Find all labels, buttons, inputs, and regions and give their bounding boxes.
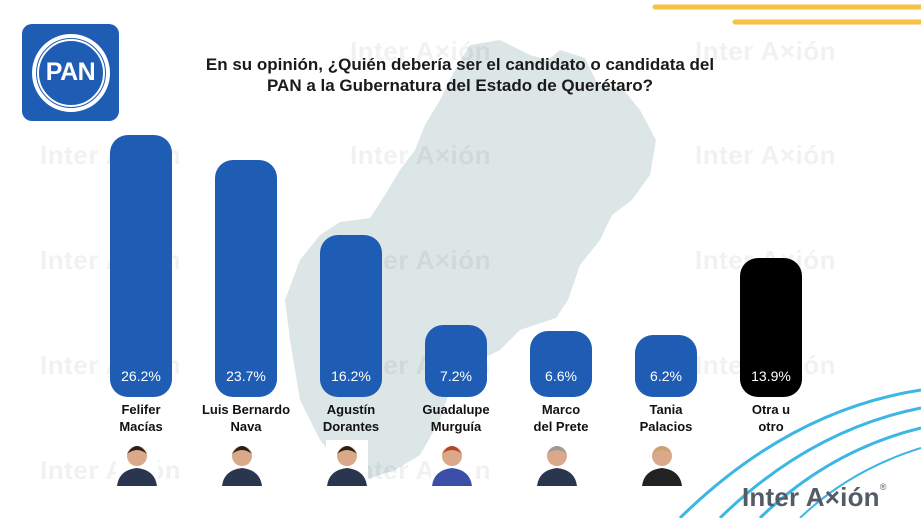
chart-title: En su opinión, ¿Quién debería ser el can… xyxy=(160,54,760,96)
bar-group: 6.6% Marco del Prete xyxy=(530,331,592,486)
bar-value-label: 13.9% xyxy=(751,368,791,384)
category-label: del Prete xyxy=(534,419,589,434)
bar xyxy=(320,235,382,397)
bar xyxy=(110,135,172,397)
watermark: Inter A×ión xyxy=(350,36,492,66)
bar xyxy=(425,325,487,397)
pan-logo-text: PAN xyxy=(36,38,105,107)
candidate-photo xyxy=(641,440,683,486)
category-label: Macías xyxy=(119,419,162,434)
bar-group: 6.2% Tania Palacios xyxy=(635,335,697,486)
bar-value-label: 6.2% xyxy=(650,368,682,384)
category-label: Guadalupe xyxy=(422,402,489,417)
bar-value-label: 16.2% xyxy=(331,368,371,384)
candidate-photo xyxy=(536,440,578,486)
candidate-photo xyxy=(221,440,263,486)
category-label: Nava xyxy=(230,419,262,434)
bar xyxy=(215,160,277,397)
pan-logo-outer-ring: PAN xyxy=(31,33,110,112)
bar-value-label: 23.7% xyxy=(226,368,266,384)
bar-group: 7.2% Guadalupe Murguía xyxy=(422,325,490,486)
watermark: Inter A×ión xyxy=(695,140,837,170)
category-label: Luis Bernardo xyxy=(202,402,290,417)
pan-party-logo: PAN xyxy=(22,24,119,121)
bar-group: 16.2% Agustín Dorantes xyxy=(320,235,382,486)
category-label: Palacios xyxy=(640,419,693,434)
bar xyxy=(530,331,592,397)
category-label: Murguía xyxy=(431,419,482,434)
category-label: Tania xyxy=(650,402,684,417)
bar xyxy=(635,335,697,397)
bar-group: 26.2% Felifer Macías xyxy=(110,135,172,486)
category-label: Otra u xyxy=(752,402,790,417)
category-label: Felifer xyxy=(121,402,160,417)
candidate-photo xyxy=(116,440,158,486)
bar-value-label: 6.6% xyxy=(545,368,577,384)
watermark: Inter A×ión xyxy=(695,36,837,66)
bar-group: 23.7% Luis Bernardo Nava xyxy=(202,160,290,486)
chart-title-line-2: PAN a la Gubernatura del Estado de Queré… xyxy=(266,76,654,95)
bar-value-label: 26.2% xyxy=(121,368,161,384)
category-label: Marco xyxy=(542,402,580,417)
watermark: Inter A×ión xyxy=(350,140,492,170)
interaxion-brand-logo: Inter A×ión® xyxy=(742,482,887,513)
bar-group: 13.9% Otra u otro xyxy=(740,258,802,434)
bar-value-label: 7.2% xyxy=(440,368,472,384)
chart-title-line-1: En su opinión, ¿Quién debería ser el can… xyxy=(205,55,715,74)
brand-name: Inter A×ión xyxy=(742,482,880,512)
candidate-photo xyxy=(326,440,368,486)
bar xyxy=(740,258,802,397)
category-label: Dorantes xyxy=(323,419,379,434)
category-label: Agustín xyxy=(327,402,375,417)
candidate-photo xyxy=(431,440,473,486)
registered-mark: ® xyxy=(879,482,887,492)
category-label: otro xyxy=(758,419,783,434)
